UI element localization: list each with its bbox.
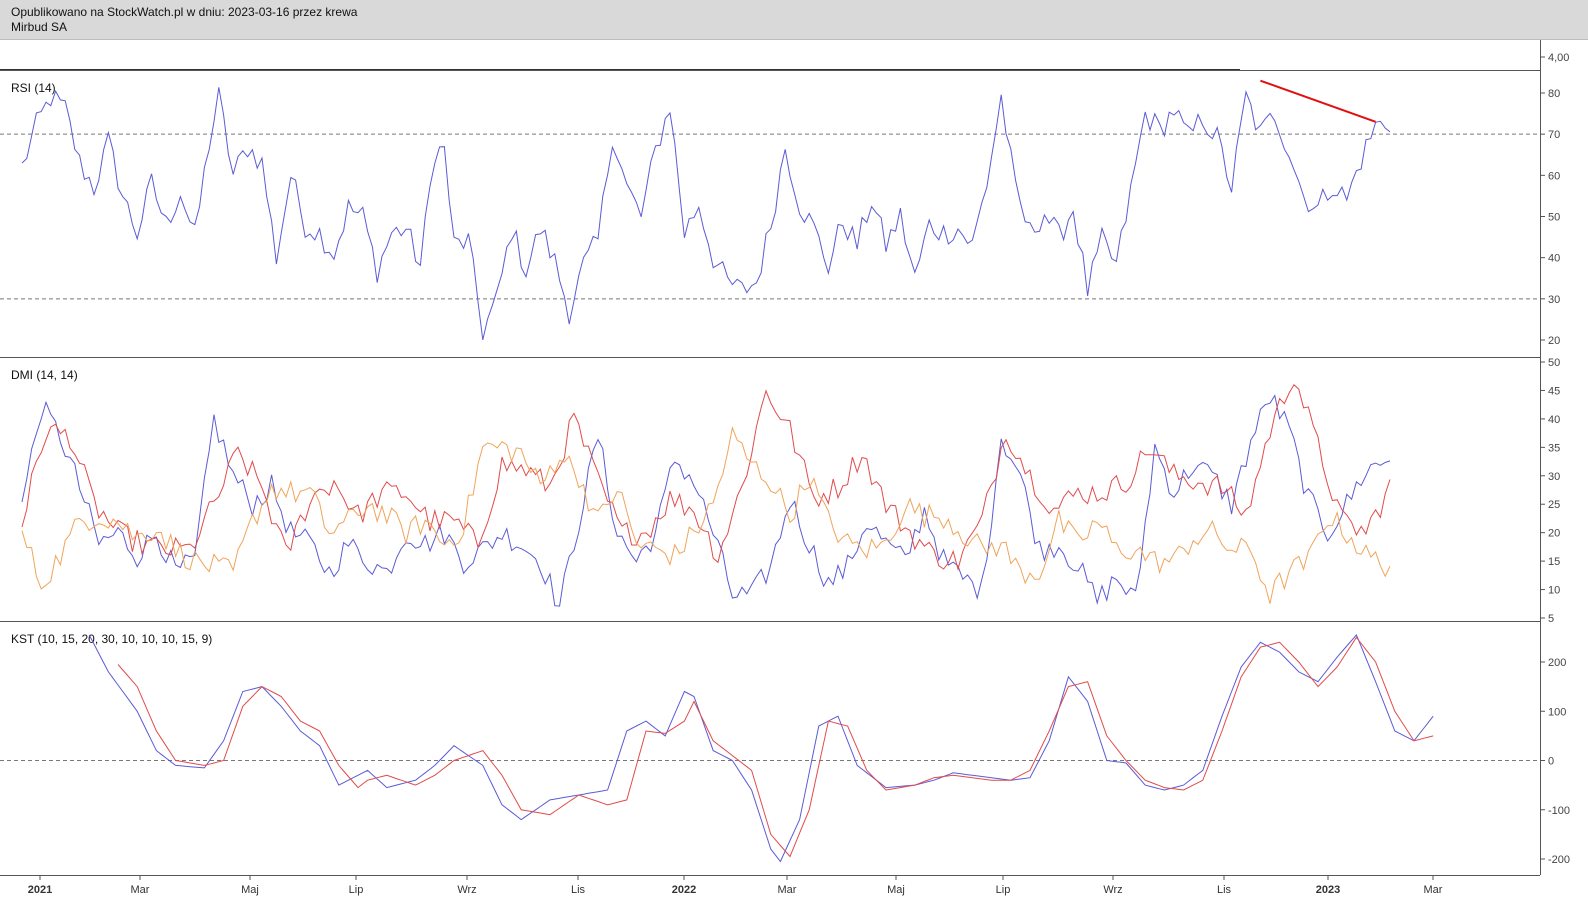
- x-tick-label: Mar: [1424, 884, 1443, 896]
- y-tick-label: 80: [1548, 88, 1560, 100]
- y-tick-label: -100: [1548, 805, 1570, 817]
- y-tick-label: 0: [1548, 756, 1554, 768]
- y-tick-label: 40: [1548, 253, 1560, 265]
- series-line-1: [21, 87, 1391, 341]
- series-line-2: [21, 384, 1391, 572]
- x-tick-label: Lip: [996, 884, 1011, 896]
- x-tick-label: Maj: [887, 884, 905, 896]
- chart-header: Opublikowano na StockWatch.pl w dniu: 20…: [0, 0, 1588, 40]
- x-tick-label: 2022: [672, 884, 696, 896]
- indicator-panel-1: RSI (14) 20 30 40 50 60 70 80: [0, 70, 1560, 358]
- y-tick-label: 30: [1548, 294, 1560, 306]
- panel-title: DMI (14, 14): [11, 368, 78, 382]
- x-tick-label: 2021: [28, 884, 52, 896]
- x-tick-label: Maj: [241, 884, 259, 896]
- panel-title: RSI (14): [11, 81, 56, 95]
- y-tick-label: 35: [1548, 442, 1560, 454]
- y-tick-label: 20: [1548, 335, 1560, 347]
- x-tick-label: Mar: [131, 884, 150, 896]
- series-line-2: [117, 636, 1434, 858]
- x-tick-label: Lis: [1217, 884, 1232, 896]
- y-tick-label: 25: [1548, 499, 1560, 511]
- trendline: [1260, 79, 1376, 123]
- y-tick-label: 20: [1548, 528, 1560, 540]
- y-tick-label: 40: [1548, 414, 1560, 426]
- y-tick-label: 200: [1548, 657, 1566, 669]
- instrument-name: Mirbud SA: [11, 20, 68, 34]
- x-tick-label: Mar: [778, 884, 797, 896]
- y-tick-label: 30: [1548, 471, 1560, 483]
- x-tick-label: Wrz: [1103, 884, 1122, 896]
- indicator-panel-2: DMI (14, 14) 5 10 15 20 25 30 35 40 45 50: [0, 357, 1560, 625]
- indicator-panel-3: KST (10, 15, 20, 30, 10, 10, 10, 15, 9) -…: [0, 621, 1570, 876]
- panel-title: KST (10, 15, 20, 30, 10, 10, 10, 15, 9): [11, 632, 212, 646]
- price-tick-label: 4,00: [1548, 52, 1569, 64]
- x-tick-label: Lip: [349, 884, 364, 896]
- y-tick-label: 5: [1548, 613, 1554, 625]
- y-tick-label: 70: [1548, 129, 1560, 141]
- y-tick-label: 15: [1548, 556, 1560, 568]
- y-tick-label: 50: [1548, 212, 1560, 224]
- y-tick-label: -200: [1548, 854, 1570, 866]
- price-panel: 4,00: [0, 52, 1569, 70]
- x-tick-label: 2023: [1316, 884, 1340, 896]
- series-line-1: [88, 633, 1434, 863]
- y-tick-label: 50: [1548, 357, 1560, 369]
- y-tick-label: 60: [1548, 170, 1560, 182]
- publication-info: Opublikowano na StockWatch.pl w dniu: 20…: [11, 5, 358, 19]
- y-tick-label: 100: [1548, 706, 1566, 718]
- series-line-1: [21, 394, 1391, 607]
- x-tick-label: Wrz: [457, 884, 476, 896]
- y-tick-label: 45: [1548, 385, 1560, 397]
- y-tick-label: 10: [1548, 585, 1560, 597]
- x-tick-label: Lis: [571, 884, 586, 896]
- x-axis: 2021 Mar Maj Lip Wrz Lis 2022 Mar Maj Lip Wrz Lis 20…: [0, 875, 1540, 896]
- series-line-3: [21, 426, 1391, 604]
